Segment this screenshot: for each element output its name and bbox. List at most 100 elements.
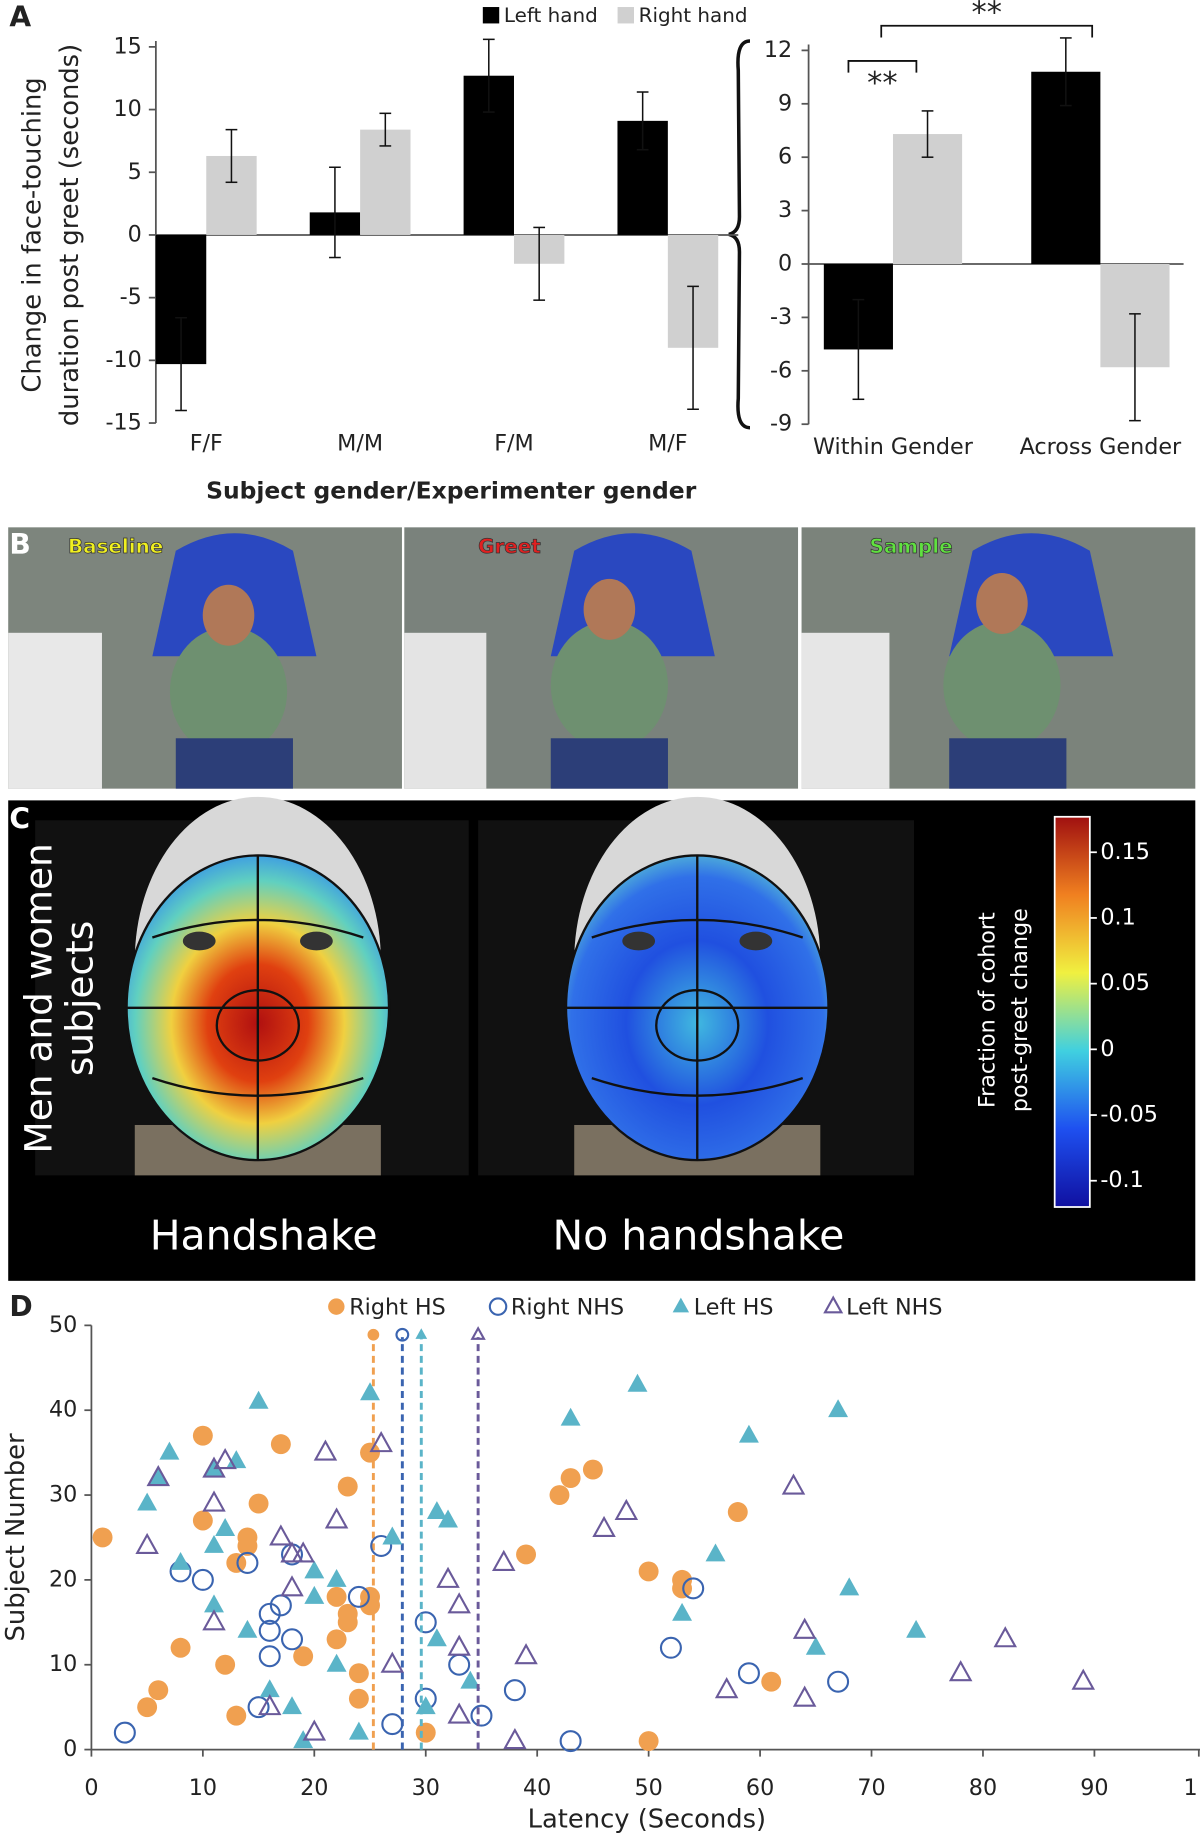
person xyxy=(943,621,1061,750)
mean-marker xyxy=(470,1326,486,1340)
legend-label: Left HS xyxy=(694,1294,774,1320)
data-point xyxy=(380,1651,405,1673)
legend-label: Right hand xyxy=(639,4,748,27)
data-point xyxy=(738,1424,759,1443)
data-point xyxy=(470,1704,493,1727)
data-point xyxy=(839,1577,860,1596)
significance-bracket xyxy=(880,24,1094,38)
data-point xyxy=(436,1566,460,1588)
data-point xyxy=(247,1696,270,1719)
data-point xyxy=(627,1373,648,1392)
data-point xyxy=(215,1518,236,1536)
data-point xyxy=(313,1439,338,1461)
data-point xyxy=(237,1619,258,1638)
x-tick-label: Within Gender xyxy=(813,434,974,460)
legend-swatch xyxy=(482,7,500,24)
panel-label: A xyxy=(9,1,31,34)
colorbar-tick-label: -0.1 xyxy=(1100,1167,1143,1193)
data-point xyxy=(92,1527,113,1548)
x-tick-label: M/F xyxy=(648,431,688,457)
data-point xyxy=(326,1568,347,1587)
data-point xyxy=(705,1543,726,1562)
legend-label: Right HS xyxy=(349,1294,446,1320)
data-point xyxy=(226,1450,247,1469)
data-point xyxy=(226,1705,247,1726)
data-point xyxy=(291,1541,315,1563)
colorbar xyxy=(1053,815,1091,1208)
y-tick-label: 0 xyxy=(63,1736,77,1762)
data-point xyxy=(204,1535,224,1553)
head xyxy=(583,578,636,640)
eye xyxy=(182,931,216,951)
jeans xyxy=(550,738,668,789)
data-point xyxy=(135,1532,159,1554)
data-point xyxy=(226,1552,247,1573)
y-axis-label: Subject Number xyxy=(1,1433,31,1641)
data-point xyxy=(326,1653,347,1672)
data-point xyxy=(370,1534,393,1557)
x-tick-label: F/F xyxy=(190,431,223,457)
data-point xyxy=(659,1636,682,1659)
data-point xyxy=(516,1544,537,1565)
data-point xyxy=(1071,1668,1096,1690)
y-tick-label: 0 xyxy=(778,251,792,277)
data-point xyxy=(682,1577,705,1600)
data-point xyxy=(257,1694,282,1716)
data-point xyxy=(672,1578,693,1599)
data-point xyxy=(360,1382,380,1401)
legend-marker xyxy=(488,1297,508,1316)
data-point xyxy=(737,1662,760,1685)
data-point xyxy=(337,1476,358,1497)
data-point xyxy=(348,1663,369,1684)
x-tick-label: Across Gender xyxy=(1020,434,1182,460)
eye xyxy=(622,931,656,951)
data-point xyxy=(248,1390,269,1409)
y-tick-label: 3 xyxy=(778,197,792,223)
legend-swatch xyxy=(617,7,634,24)
x-tick-label: 90 xyxy=(1080,1775,1108,1801)
data-point xyxy=(170,1637,191,1658)
y-tick-label: 50 xyxy=(49,1312,77,1338)
data-point xyxy=(828,1399,849,1418)
legend-label: Left hand xyxy=(504,4,598,27)
x-tick-label: 60 xyxy=(746,1775,774,1801)
row-label: Men and women xyxy=(17,843,61,1153)
significance-label: ** xyxy=(971,0,1001,31)
legend-marker xyxy=(823,1295,844,1314)
person xyxy=(169,626,288,756)
eye xyxy=(739,931,773,951)
colorbar-tick-label: -0.05 xyxy=(1100,1102,1158,1128)
data-point xyxy=(348,1721,369,1740)
data-point xyxy=(215,1654,236,1675)
y-tick-label: -10 xyxy=(105,347,141,373)
x-tick-label: 70 xyxy=(857,1775,885,1801)
data-point xyxy=(727,1502,748,1522)
data-point xyxy=(414,1611,437,1634)
significance-bracket xyxy=(847,60,918,73)
data-point xyxy=(993,1626,1018,1648)
data-point xyxy=(503,1727,527,1750)
legend-label: Left NHS xyxy=(846,1294,942,1320)
colorbar-tick-label: 0.05 xyxy=(1100,970,1150,996)
colorbar-label: post-greet change xyxy=(1007,908,1033,1112)
x-tick-label: F/M xyxy=(494,431,533,457)
data-point xyxy=(282,1696,302,1715)
y-tick-label: -6 xyxy=(770,357,792,383)
data-point xyxy=(293,1730,314,1749)
data-point xyxy=(258,1645,281,1668)
data-point xyxy=(280,1575,304,1597)
data-point xyxy=(304,1560,325,1579)
column-label: Handshake xyxy=(150,1212,378,1260)
data-point xyxy=(258,1619,281,1642)
data-point xyxy=(714,1677,739,1699)
face-grid xyxy=(126,855,829,1161)
colorbar-label: Fraction of cohort xyxy=(974,912,1000,1108)
y-tick-label: 15 xyxy=(113,33,141,59)
data-point xyxy=(269,1524,293,1546)
colorbar-tick-label: 0 xyxy=(1100,1036,1114,1062)
y-tick-label: 10 xyxy=(49,1651,77,1677)
head xyxy=(976,573,1028,634)
data-point xyxy=(280,1628,304,1651)
data-point xyxy=(582,1459,603,1480)
